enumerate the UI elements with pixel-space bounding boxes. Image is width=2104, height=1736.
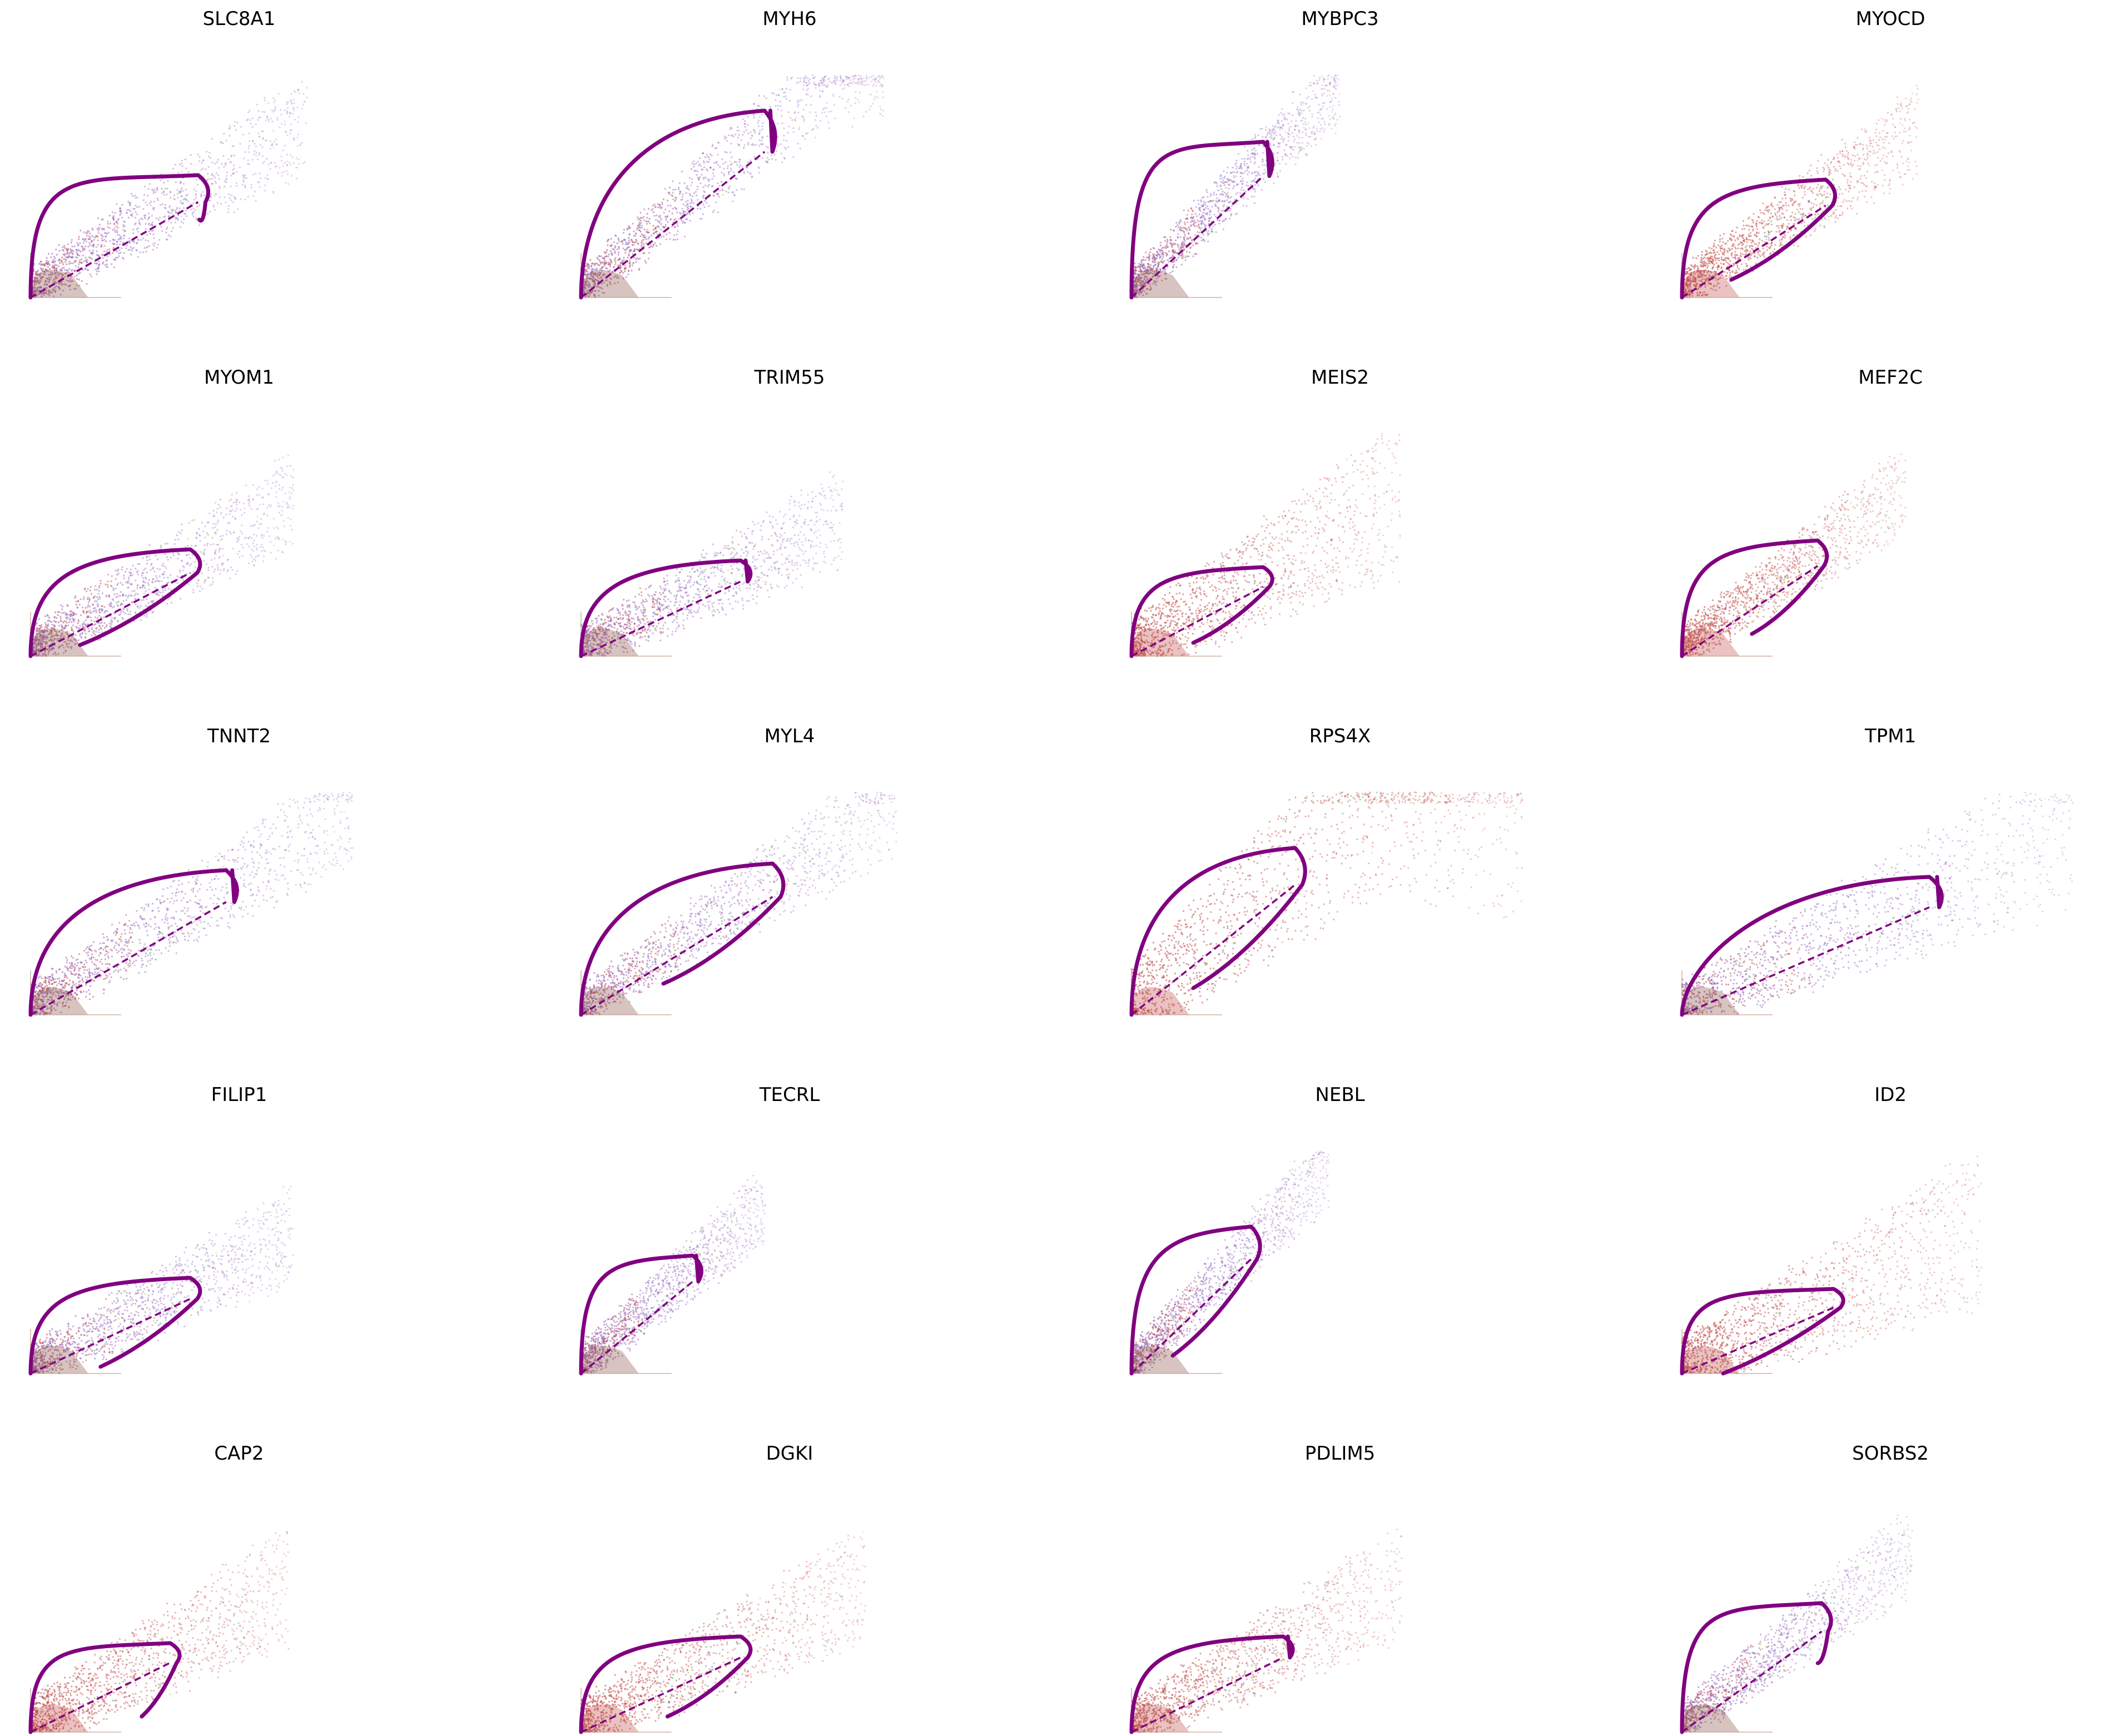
cell-scatter [1681, 1155, 1982, 1374]
panel-nebl: NEBL [1130, 1084, 1364, 1374]
steady-state-line [581, 897, 773, 1015]
steady-state-line [31, 902, 226, 1015]
steady-state-line [1682, 206, 1825, 297]
panel-myocd: MYOCD [1681, 8, 1925, 299]
panel-dgki: DGKI [580, 1442, 866, 1733]
panel-title: TNNT2 [207, 725, 271, 747]
panel-tnnt2: TNNT2 [29, 725, 354, 1016]
cell-scatter [29, 1531, 289, 1733]
cell-scatter [580, 1531, 866, 1733]
panel-filip1: FILIP1 [29, 1084, 294, 1374]
steady-state-line [1682, 1631, 1822, 1732]
panel-title: DGKI [766, 1442, 813, 1465]
cell-scatter [29, 792, 354, 1016]
panel-title: FILIP1 [211, 1084, 267, 1106]
panel-tpm1: TPM1 [1681, 725, 2073, 1016]
panel-title: MYOM1 [204, 366, 274, 389]
panel-title: NEBL [1315, 1084, 1364, 1106]
panel-title: PDLIM5 [1305, 1442, 1376, 1465]
panel-title: SLC8A1 [203, 8, 276, 30]
steady-state-line [1132, 176, 1263, 297]
panel-id2: ID2 [1681, 1084, 1982, 1374]
cell-scatter [1681, 454, 1906, 657]
panel-pdlim5: PDLIM5 [1130, 1442, 1402, 1733]
panel-title: MEF2C [1858, 366, 1923, 389]
cell-scatter [29, 81, 307, 298]
panel-title: MYL4 [765, 725, 815, 747]
panel-cap2: CAP2 [29, 1442, 289, 1733]
cell-scatter [1130, 433, 1401, 657]
panel-tecrl: TECRL [580, 1084, 820, 1374]
panel-title: TPM1 [1864, 725, 1916, 747]
panel-title: TECRL [759, 1084, 820, 1106]
panel-title: MYBPC3 [1301, 8, 1378, 30]
panel-mef2c: MEF2C [1681, 366, 1922, 657]
cell-scatter [1130, 1529, 1402, 1733]
steady-state-line [581, 152, 765, 297]
panel-myh6: MYH6 [580, 8, 884, 299]
panel-trim55: TRIM55 [580, 366, 843, 657]
panel-title: SORBS2 [1852, 1442, 1929, 1465]
steady-state-line [31, 1663, 170, 1732]
cell-scatter [580, 75, 884, 299]
panel-title: MEIS2 [1311, 366, 1369, 389]
steady-state-line [1132, 1658, 1283, 1732]
cell-scatter [580, 792, 897, 1016]
panel-mybpc3: MYBPC3 [1130, 8, 1378, 299]
panel-title: MYOCD [1856, 8, 1926, 30]
cell-scatter [1130, 791, 1523, 1015]
steady-state-line [1682, 907, 1929, 1015]
cell-scatter [1681, 1515, 1913, 1733]
steady-state-line [1132, 1259, 1251, 1373]
panel-title: RPS4X [1309, 725, 1371, 747]
cell-scatter [1130, 74, 1341, 298]
cell-scatter [1130, 1150, 1329, 1374]
panel-myom1: MYOM1 [29, 366, 294, 657]
panel-title: MYH6 [762, 8, 816, 30]
cell-scatter [1681, 85, 1919, 298]
cell-scatter [29, 455, 294, 657]
panel-title: CAP2 [214, 1442, 264, 1465]
panel-title: ID2 [1874, 1084, 1907, 1106]
panel-title: TRIM55 [753, 366, 825, 389]
panel-rps4x: RPS4X [1130, 725, 1523, 1016]
panel-slc8a1: SLC8A1 [29, 8, 307, 299]
cell-scatter [1681, 792, 2073, 1016]
panel-meis2: MEIS2 [1130, 366, 1401, 657]
panel-myl4: MYL4 [580, 725, 897, 1015]
panel-sorbs2: SORBS2 [1681, 1442, 1929, 1733]
